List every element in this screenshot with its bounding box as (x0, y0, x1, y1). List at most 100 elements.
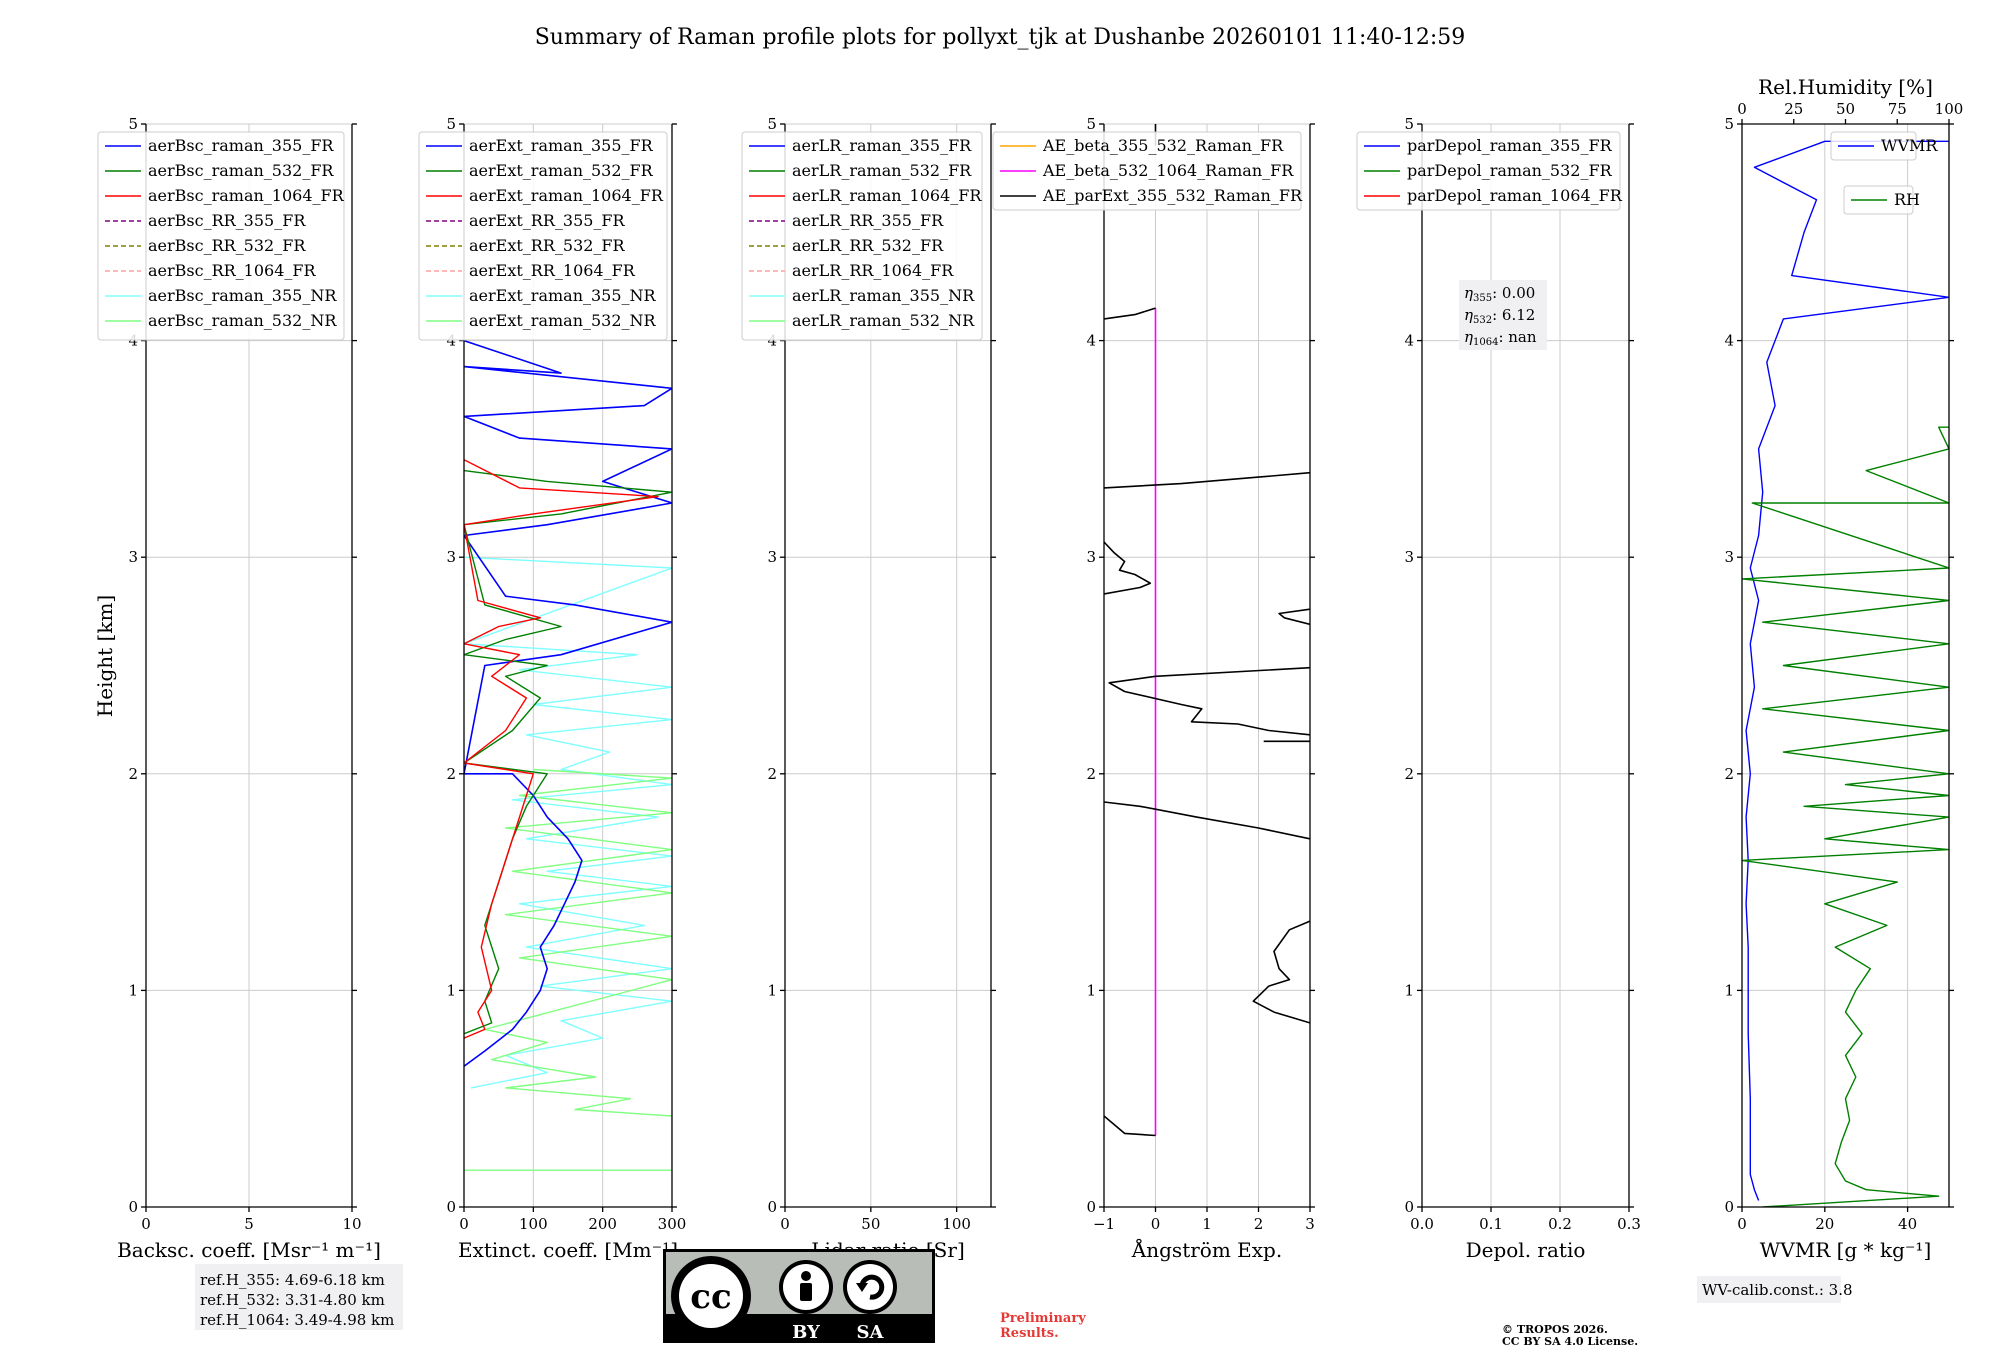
angstrom-ytick-label: 5 (1086, 115, 1096, 133)
lidar_ratio-xtick-label: 50 (861, 1215, 880, 1233)
angstrom-ytick-label: 0 (1086, 1198, 1096, 1216)
depol-xtick-label: 0.1 (1479, 1215, 1503, 1233)
panel-lidar_ratio: 012345050100Lidar ratio [Sr]aerLR_raman_… (741, 115, 996, 1262)
extinction-ytick-label: 3 (446, 548, 456, 566)
depol-eta-355: η355: 0.00 (1464, 284, 1535, 304)
ref-height-box: ref.H_355: 4.69-6.18 km ref.H_532: 3.31-… (195, 1264, 403, 1330)
cc-logo-text: cc (690, 1277, 731, 1317)
angstrom-ytick-label: 2 (1086, 765, 1096, 783)
copyright-line1: © TROPOS 2026. (1502, 1323, 1608, 1336)
backscatter-xtick-label: 0 (141, 1215, 151, 1233)
extinction-series-aerExt_raman_355_FR (464, 339, 672, 1067)
angstrom-series-AE_parExt_355_532_Raman_FR (1252, 920, 1310, 1024)
extinction-legend-label: aerExt_raman_355_NR (469, 286, 657, 305)
extinction-xtick-label: 100 (519, 1215, 548, 1233)
extinction-legend-label: aerExt_raman_1064_FR (469, 186, 664, 205)
angstrom-series-AE_parExt_355_532_Raman_FR (1104, 1115, 1156, 1137)
lidar_ratio-ytick-label: 0 (767, 1198, 777, 1216)
lidar_ratio-legend-label: aerLR_RR_355_FR (792, 211, 944, 230)
rh-top-tick-label: 0 (1737, 100, 1747, 118)
lidar_ratio-legend-label: aerLR_raman_355_NR (792, 286, 975, 305)
angstrom-series-AE_parExt_355_532_Raman_FR (1104, 801, 1310, 840)
depol-legend-label: parDepol_raman_355_FR (1407, 136, 1613, 155)
extinction-legend-label: aerExt_raman_355_FR (469, 136, 654, 155)
rh-top-tick-label: 75 (1888, 100, 1907, 118)
backscatter-legend-label: aerBsc_raman_355_FR (148, 136, 334, 155)
wvmr-ytick-label: 3 (1724, 548, 1734, 566)
lidar_ratio-legend-label: aerLR_raman_532_NR (792, 311, 975, 330)
extinction-x-axis-label: Extinct. coeff. [Mm⁻¹] (458, 1238, 678, 1262)
depol-xtick-label: 0.3 (1617, 1215, 1641, 1233)
y-axis-label: Height [km] (93, 595, 117, 717)
angstrom-legend-label: AE_parExt_355_532_Raman_FR (1042, 186, 1303, 205)
rh-top-tick-label: 50 (1836, 100, 1855, 118)
depol-eta-532: η532: 6.12 (1464, 306, 1535, 326)
sa-icon-arrow (859, 1274, 885, 1300)
depol-ytick-label: 4 (1404, 332, 1414, 350)
cc-license-badge: cc BY SA (663, 1249, 935, 1343)
backscatter-ytick-label: 5 (128, 115, 138, 133)
backscatter-ytick-label: 4 (128, 332, 138, 350)
backscatter-legend-label: aerBsc_RR_1064_FR (148, 261, 317, 280)
extinction-series-aerExt_raman_532_FR (464, 469, 672, 1035)
preliminary-line1: Preliminary (1000, 1311, 1086, 1326)
lidar_ratio-legend-label: aerLR_raman_1064_FR (792, 186, 982, 205)
extinction-legend-label: aerExt_RR_532_FR (469, 236, 626, 255)
wvmr-xtick-label: 40 (1898, 1215, 1917, 1233)
wvmr-xtick-label: 0 (1737, 1215, 1747, 1233)
depol-eta-1064: η1064: nan (1464, 328, 1537, 348)
backscatter-ytick-label: 2 (128, 765, 138, 783)
extinction-series-aerExt_raman_355_NR (464, 556, 672, 1089)
angstrom-legend-label: AE_beta_355_532_Raman_FR (1042, 136, 1284, 155)
extinction-legend-label: aerExt_RR_1064_FR (469, 261, 636, 280)
ref-height-355: ref.H_355: 4.69-6.18 km (200, 1271, 385, 1289)
depol-ytick-label: 3 (1404, 548, 1414, 566)
wvmr-ytick-label: 1 (1724, 981, 1734, 999)
extinction-legend-label: aerExt_RR_355_FR (469, 211, 626, 230)
by-icon-body (800, 1283, 812, 1301)
panel-depol: 0 1 2 3 4 5 0.0 0.1 0.2 0.3 Depol. ratio parDepol_r… (1356, 115, 1641, 1262)
lidar_ratio-ytick-label: 1 (767, 981, 777, 999)
lidar_ratio-ytick-label: 5 (767, 115, 777, 133)
angstrom-ytick-label: 1 (1086, 981, 1096, 999)
extinction-ytick-label: 4 (446, 332, 456, 350)
extinction-ytick-label: 1 (446, 981, 456, 999)
extinction-ytick-label: 5 (446, 115, 456, 133)
backscatter-legend-label: aerBsc_raman_1064_FR (148, 186, 345, 205)
angstrom-xtick-label: 0 (1151, 1215, 1161, 1233)
panel-extinction: 0 1 2 3 4 5 0 100 200 300 Extinct. coeff. [Mm⁻¹] ae… (418, 115, 686, 1262)
wvmr-ytick-label: 4 (1724, 332, 1734, 350)
angstrom-legend-frame (992, 131, 1302, 211)
angstrom-ytick-label: 4 (1086, 332, 1096, 350)
lidar_ratio-xtick-label: 0 (780, 1215, 790, 1233)
depol-ytick-label: 5 (1404, 115, 1414, 133)
depol-xtick-label: 0.0 (1410, 1215, 1434, 1233)
angstrom-xtick-label: 3 (1305, 1215, 1315, 1233)
ref-height-box-bg (195, 1264, 403, 1330)
by-label: BY (792, 1322, 821, 1343)
angstrom-ytick-label: 3 (1086, 548, 1096, 566)
angstrom-series-AE_parExt_355_532_Raman_FR (1104, 307, 1156, 320)
wvmr-legend-label: WVMR (1881, 136, 1938, 155)
angstrom-legend-label: AE_beta_532_1064_Raman_FR (1042, 161, 1294, 180)
wvmr-series-group (1742, 140, 1949, 1207)
lidar_ratio-legend-label: aerLR_RR_532_FR (792, 236, 944, 255)
wvmr-series-WVMR (1745, 140, 1949, 1201)
backscatter-ytick-label: 0 (128, 1198, 138, 1216)
wvmr-ytick-label: 5 (1724, 115, 1734, 133)
backscatter-legend-label: aerBsc_raman_355_NR (148, 286, 337, 305)
lidar_ratio-legend-label: aerLR_RR_1064_FR (792, 261, 954, 280)
copyright-line2: CC BY SA 4.0 License. (1502, 1335, 1638, 1348)
ref-height-1064: ref.H_1064: 3.49-4.98 km (200, 1311, 394, 1329)
lidar_ratio-legend-label: aerLR_raman_532_FR (792, 161, 972, 180)
depol-legend-label: parDepol_raman_532_FR (1407, 161, 1613, 180)
sa-icon-arrowhead (856, 1283, 868, 1292)
backscatter-legend-label: aerBsc_RR_355_FR (148, 211, 306, 230)
wvmr-ytick-label: 2 (1724, 765, 1734, 783)
angstrom-series-group (1104, 124, 1310, 1137)
extinction-series-aerExt_raman_1064_FR (464, 459, 659, 1039)
